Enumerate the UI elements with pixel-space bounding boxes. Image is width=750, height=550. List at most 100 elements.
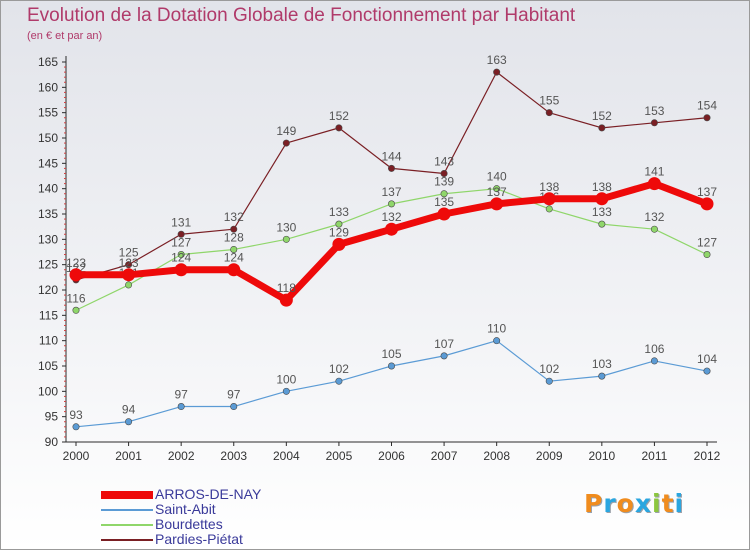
data-label-saint-abit: 104 xyxy=(697,352,717,366)
data-point-pardies-pi-tat xyxy=(335,124,343,132)
data-label-saint-abit: 105 xyxy=(381,347,401,361)
data-point-pardies-pi-tat xyxy=(545,109,553,117)
data-label-saint-abit: 100 xyxy=(276,372,296,386)
chart-title: Evolution de la Dotation Globale de Fonc… xyxy=(27,5,576,26)
data-point-arros-de-nay xyxy=(332,237,346,251)
x-tick-label: 2007 xyxy=(431,449,458,463)
data-label-arros-de-nay: 135 xyxy=(434,195,454,209)
data-point-saint-abit xyxy=(650,357,658,365)
data-label-pardies-pi-tat: 155 xyxy=(539,94,559,108)
data-label-arros-de-nay: 118 xyxy=(277,281,296,295)
data-label-saint-abit: 94 xyxy=(122,403,136,417)
data-point-saint-abit xyxy=(230,403,238,411)
data-label-pardies-pi-tat: 163 xyxy=(487,53,507,67)
data-point-saint-abit xyxy=(335,377,343,385)
x-tick-label: 2012 xyxy=(694,449,721,463)
data-label-pardies-pi-tat: 153 xyxy=(644,104,664,118)
data-label-bourdettes: 137 xyxy=(381,185,401,199)
y-tick-label: 95 xyxy=(45,410,59,424)
data-label-arros-de-nay: 137 xyxy=(697,185,717,199)
data-point-arros-de-nay xyxy=(542,192,556,206)
data-label-bourdettes: 116 xyxy=(66,291,85,305)
y-tick-label: 135 xyxy=(38,207,58,221)
data-point-saint-abit xyxy=(282,387,290,395)
data-point-arros-de-nay xyxy=(437,207,451,221)
y-tick-label: 155 xyxy=(38,106,58,120)
data-label-bourdettes: 127 xyxy=(171,236,191,250)
data-label-pardies-pi-tat: 143 xyxy=(434,154,454,168)
logo-letter: x xyxy=(634,489,652,518)
data-point-bourdettes xyxy=(72,306,80,314)
data-label-saint-abit: 97 xyxy=(174,388,188,402)
data-point-saint-abit xyxy=(440,352,448,360)
data-point-bourdettes xyxy=(177,251,185,259)
x-tick-label: 2001 xyxy=(115,449,142,463)
y-tick-label: 145 xyxy=(38,156,58,170)
data-point-saint-abit xyxy=(493,337,501,345)
data-label-arros-de-nay: 141 xyxy=(644,165,664,179)
data-label-saint-abit: 102 xyxy=(329,362,349,376)
data-label-saint-abit: 107 xyxy=(434,337,454,351)
legend-label: ARROS-DE-NAY xyxy=(155,486,262,502)
data-label-arros-de-nay: 138 xyxy=(539,180,559,194)
data-point-bourdettes xyxy=(440,190,448,198)
data-label-bourdettes: 132 xyxy=(644,210,664,224)
legend-label: Saint-Abit xyxy=(155,501,216,517)
data-point-saint-abit xyxy=(387,362,395,370)
data-point-saint-abit xyxy=(72,423,80,431)
data-point-saint-abit xyxy=(703,367,711,375)
data-point-bourdettes xyxy=(387,200,395,208)
legend-label: Bourdettes xyxy=(155,516,223,532)
chart-subtitle: (en € et par an) xyxy=(27,30,103,42)
data-label-pardies-pi-tat: 154 xyxy=(697,99,717,113)
data-label-pardies-pi-tat: 152 xyxy=(329,109,349,123)
x-tick-label: 2006 xyxy=(378,449,405,463)
data-label-arros-de-nay: 123 xyxy=(66,256,86,270)
data-label-arros-de-nay: 123 xyxy=(119,256,139,270)
data-label-saint-abit: 110 xyxy=(487,322,506,336)
legend-swatch xyxy=(101,509,153,511)
data-point-pardies-pi-tat xyxy=(177,230,185,238)
y-tick-label: 125 xyxy=(38,258,58,272)
data-point-arros-de-nay xyxy=(647,177,661,191)
data-label-pardies-pi-tat: 149 xyxy=(276,124,296,138)
legend-label: Pardies-Piétat xyxy=(155,531,243,547)
data-label-pardies-pi-tat: 152 xyxy=(592,109,612,123)
data-label-saint-abit: 97 xyxy=(227,388,241,402)
data-label-pardies-pi-tat: 125 xyxy=(119,246,139,260)
data-point-arros-de-nay xyxy=(700,197,714,211)
data-label-bourdettes: 133 xyxy=(592,205,612,219)
legend-swatch xyxy=(101,524,153,526)
logo-letter: t xyxy=(661,489,675,518)
data-point-saint-abit xyxy=(598,372,606,380)
x-tick-label: 2003 xyxy=(220,449,247,463)
data-point-bourdettes xyxy=(125,281,133,289)
data-label-bourdettes: 140 xyxy=(487,170,507,184)
data-point-arros-de-nay xyxy=(174,263,188,277)
data-point-pardies-pi-tat xyxy=(440,169,448,177)
y-tick-label: 115 xyxy=(39,308,58,322)
data-label-arros-de-nay: 124 xyxy=(224,251,244,265)
data-point-saint-abit xyxy=(177,403,185,411)
y-tick-label: 120 xyxy=(38,283,58,297)
data-point-pardies-pi-tat xyxy=(125,261,133,269)
logo-letter: o xyxy=(616,489,635,518)
data-label-arros-de-nay: 129 xyxy=(329,225,349,239)
data-point-pardies-pi-tat xyxy=(493,68,501,76)
y-tick-label: 110 xyxy=(39,334,58,348)
data-label-arros-de-nay: 124 xyxy=(171,251,191,265)
data-label-arros-de-nay: 137 xyxy=(487,185,507,199)
data-label-bourdettes: 127 xyxy=(697,236,717,250)
data-label-bourdettes: 139 xyxy=(434,175,454,189)
data-point-bourdettes xyxy=(230,245,238,253)
data-point-saint-abit xyxy=(125,418,133,426)
y-tick-label: 160 xyxy=(38,80,58,94)
data-label-saint-abit: 106 xyxy=(644,342,664,356)
data-label-pardies-pi-tat: 131 xyxy=(171,215,191,229)
data-label-saint-abit: 93 xyxy=(69,408,83,422)
data-point-bourdettes xyxy=(703,251,711,259)
data-point-pardies-pi-tat xyxy=(282,139,290,147)
x-tick-label: 2000 xyxy=(63,449,90,463)
